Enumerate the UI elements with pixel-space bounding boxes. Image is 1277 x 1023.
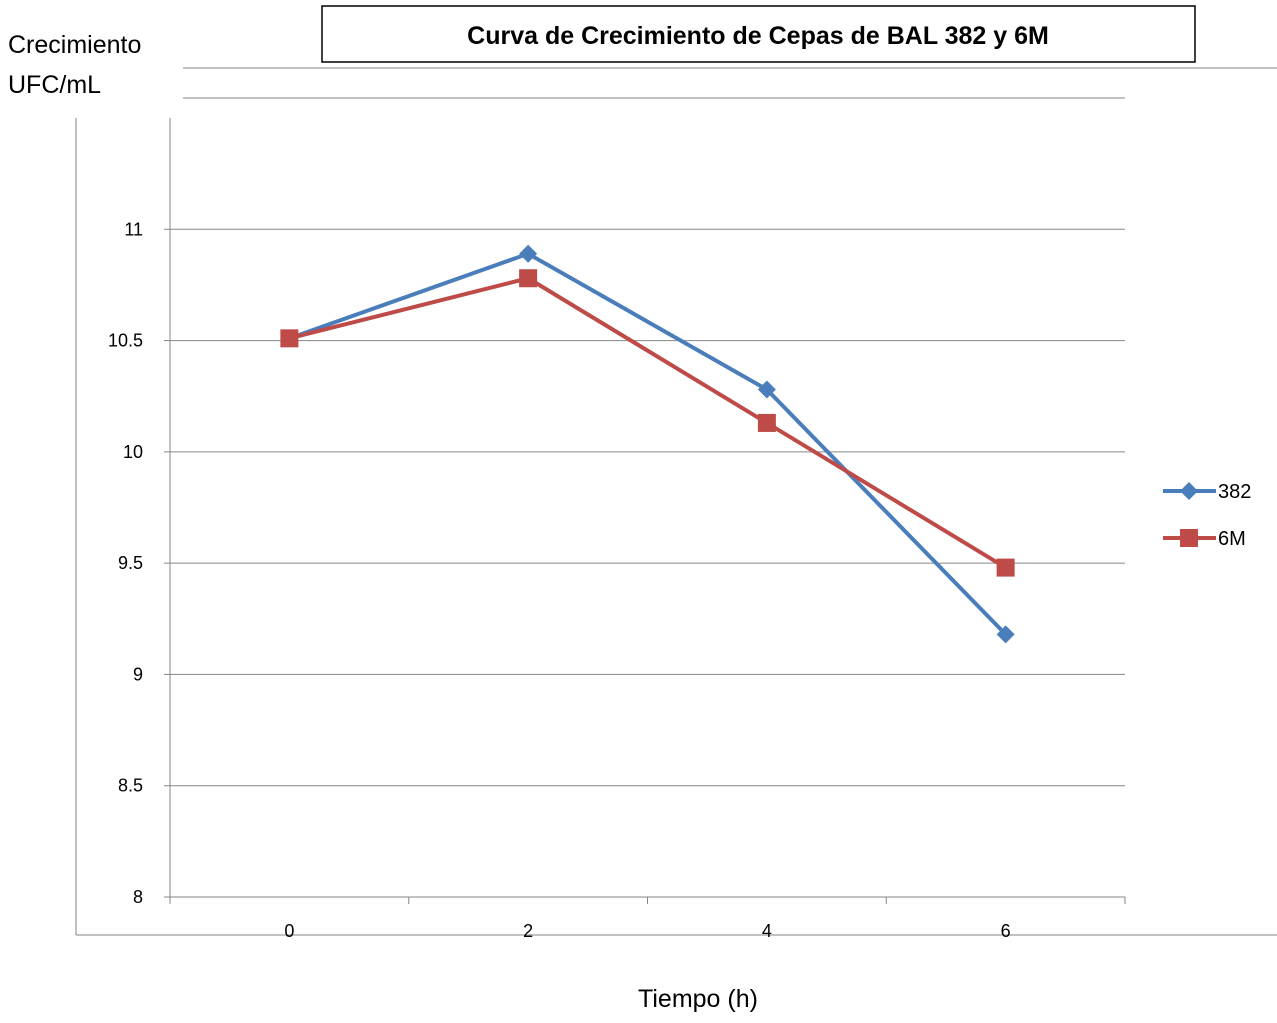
legend-marker (1180, 482, 1198, 500)
legend-label: 382 (1218, 481, 1251, 503)
chart-title: Curva de Crecimiento de Cepas de BAL 382… (467, 22, 1049, 50)
y-tick-label: 9 (133, 664, 143, 684)
data-point (996, 558, 1015, 577)
legend: 382 6M (1163, 481, 1251, 550)
series-line (287, 251, 1008, 637)
series-382 (280, 244, 1015, 644)
x-tick-label: 4 (762, 921, 772, 941)
x-tick-labels: 0 2 4 6 (284, 921, 1010, 941)
data-point (757, 380, 776, 399)
data-point (519, 269, 538, 288)
x-tick-label: 6 (1001, 921, 1011, 941)
x-tick-label: 2 (523, 921, 533, 941)
data-point (757, 413, 776, 432)
legend-marker (1180, 529, 1198, 547)
y-axis-label-line1: Crecimiento (8, 31, 141, 59)
axes (164, 118, 1126, 904)
legend-label: 6M (1218, 528, 1246, 550)
y-tick-labels: 8 8.5 9 9.5 10 10.5 11 (108, 219, 143, 907)
series-line (287, 276, 1008, 570)
data-point (519, 244, 538, 263)
legend-item-382: 382 (1163, 481, 1251, 503)
series (280, 244, 1015, 644)
y-tick-label: 11 (124, 219, 143, 239)
x-axis-label: Tiempo (h) (638, 985, 758, 1013)
legend-item-6M: 6M (1163, 528, 1246, 550)
chart-title-box (321, 5, 1196, 63)
y-tick-label: 10.5 (108, 331, 143, 351)
x-tick-label: 0 (284, 921, 294, 941)
y-tick-label: 10 (123, 442, 143, 462)
gridlines (170, 228, 1125, 787)
data-point (280, 329, 299, 348)
series-6M (280, 269, 1015, 577)
data-point (996, 625, 1015, 644)
y-tick-label: 9.5 (118, 553, 143, 573)
y-axis-label-line2: UFC/mL (8, 71, 101, 99)
y-tick-label: 8.5 (118, 776, 143, 796)
y-tick-label: 8 (133, 887, 143, 907)
